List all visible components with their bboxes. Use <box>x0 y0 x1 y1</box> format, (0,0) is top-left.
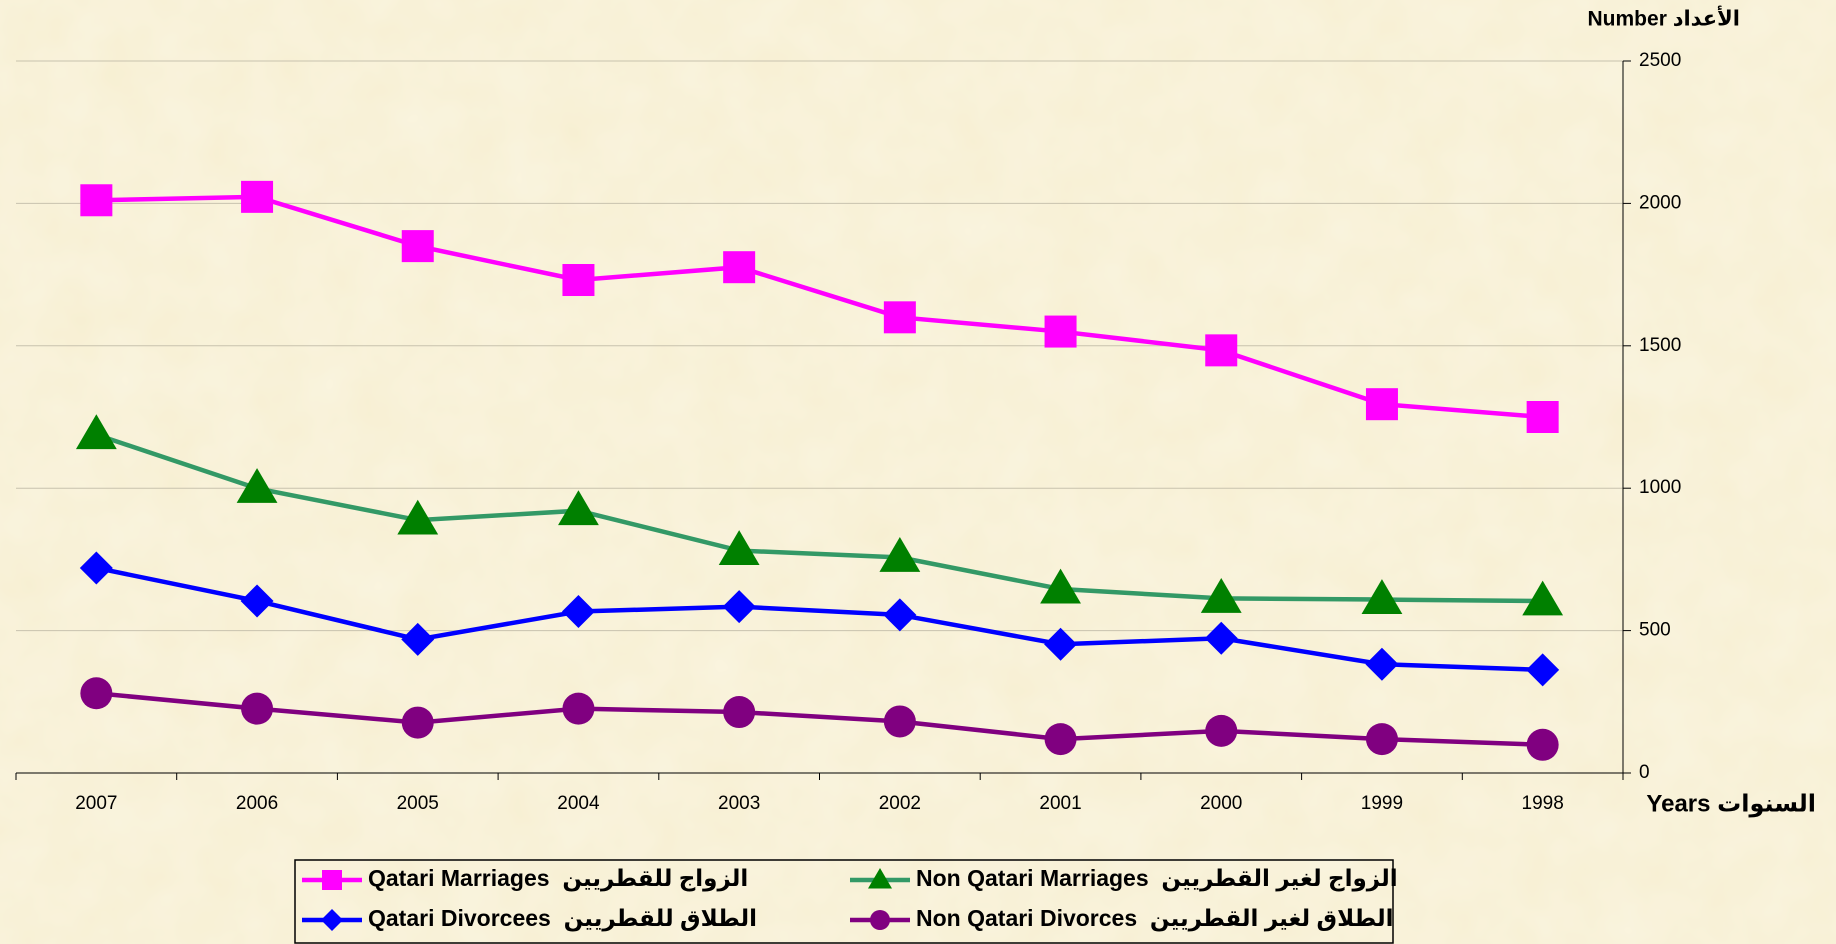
x-tick-label: 2003 <box>718 793 760 814</box>
y-tick-label: 500 <box>1639 620 1671 641</box>
marker <box>322 870 342 890</box>
marker <box>718 530 760 566</box>
x-tick-label: 2000 <box>1200 793 1242 814</box>
marker <box>723 251 756 284</box>
marker <box>722 590 756 624</box>
marker <box>1044 315 1077 348</box>
x-tick-label: 2004 <box>557 793 600 814</box>
x-tick-label: 1998 <box>1522 793 1564 814</box>
marker <box>240 584 274 618</box>
marker <box>883 705 916 738</box>
series-line <box>95 565 1543 673</box>
legend-label: Qatari Marriages الزواج للقطريين <box>368 865 748 892</box>
marker <box>241 692 274 725</box>
marker <box>1040 568 1081 604</box>
y-tick-label: 2500 <box>1639 50 1681 71</box>
x-tick-label: 2001 <box>1039 793 1081 814</box>
x-tick-label: 2007 <box>75 793 117 814</box>
marker <box>80 677 113 710</box>
marker <box>562 692 595 725</box>
x-axis-label: Years السنوات <box>1646 790 1816 817</box>
x-tick-label: 2005 <box>397 793 439 814</box>
marker <box>1365 723 1398 756</box>
marker <box>1526 401 1559 433</box>
x-tick-label: 1999 <box>1361 793 1403 814</box>
marker <box>1365 647 1399 681</box>
marker <box>397 499 439 535</box>
y-tick-label: 2000 <box>1639 192 1681 213</box>
marker <box>1526 653 1560 687</box>
marker <box>1205 714 1238 747</box>
marker <box>1044 723 1077 756</box>
y-tick-label: 0 <box>1639 762 1650 783</box>
y-tick-label: 1500 <box>1639 335 1681 356</box>
x-tick-label: 2006 <box>236 793 278 814</box>
series-line <box>96 194 1543 420</box>
y-axis-label: Number الأعداد <box>1588 5 1740 31</box>
x-tick-label: 2002 <box>879 793 921 814</box>
marker <box>868 868 892 889</box>
marker <box>321 909 343 931</box>
legend-label: Non Qatari Marriages الزواج لغير القطريي… <box>916 865 1398 892</box>
marker <box>558 490 599 526</box>
marker <box>236 468 278 503</box>
legend-label: Non Qatari Divorces الطلاق لغير القطريين <box>916 905 1393 932</box>
marker <box>883 301 916 334</box>
marker <box>562 264 595 297</box>
marker <box>1365 388 1398 421</box>
marker <box>79 551 113 585</box>
legend-label: Qatari Divorcees الطلاق للقطريين <box>368 905 757 932</box>
series-line <box>96 691 1543 748</box>
marker <box>1522 580 1564 616</box>
marker <box>241 180 274 213</box>
marker <box>723 696 756 729</box>
marker <box>561 595 595 629</box>
marker <box>401 230 434 263</box>
marker <box>75 414 117 450</box>
marker <box>870 910 890 930</box>
marker <box>883 598 917 632</box>
marker <box>879 537 921 572</box>
marker <box>1361 579 1403 615</box>
marker <box>1204 621 1238 655</box>
marker <box>80 184 113 217</box>
marker <box>1044 627 1078 661</box>
marker <box>401 622 435 656</box>
series-line <box>95 432 1543 604</box>
legend-box <box>294 859 1394 944</box>
marker <box>1205 334 1238 367</box>
y-tick-label: 1000 <box>1639 477 1681 498</box>
marker <box>1526 728 1559 761</box>
marker <box>401 706 434 739</box>
marker <box>1200 578 1242 613</box>
